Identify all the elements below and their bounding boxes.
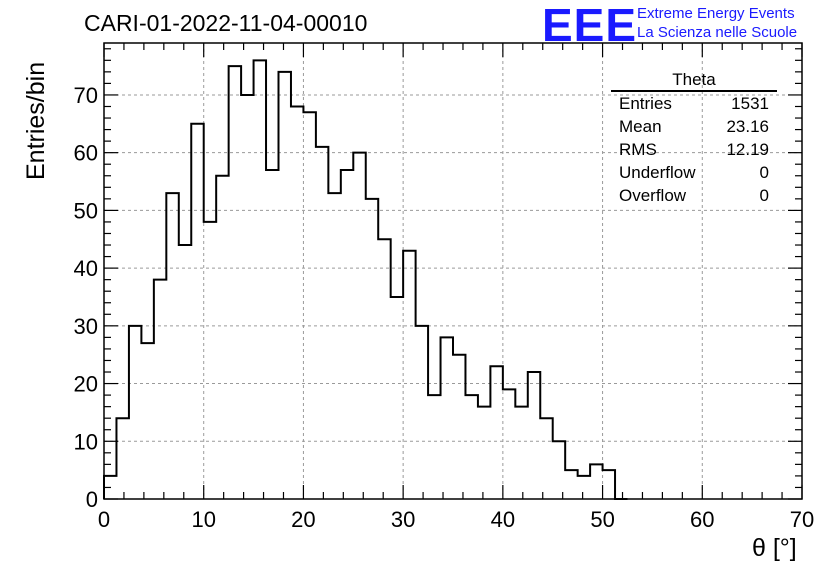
x-tick-label: 0 — [98, 507, 110, 532]
x-tick-label: 40 — [491, 507, 515, 532]
stats-value: 0 — [759, 186, 769, 205]
stats-label: RMS — [619, 140, 657, 159]
eee-logo: EEE — [542, 0, 638, 51]
stats-box: Theta Entries 1531 Mean 23.16 RMS 12.19 … — [611, 70, 777, 207]
x-tick-label: 50 — [590, 507, 614, 532]
x-tick-label: 10 — [191, 507, 215, 532]
logo-text: Extreme Energy Events La Scienza nelle S… — [637, 4, 797, 42]
y-tick-label: 60 — [74, 141, 98, 166]
y-tick-label: 0 — [86, 487, 98, 512]
x-tick-label: 20 — [291, 507, 315, 532]
stats-row: Mean 23.16 — [611, 115, 777, 138]
axes: 0 10 20 30 40 50 60 70 0 10 20 30 40 50 60 70 — [74, 42, 814, 532]
x-tick-label: 70 — [790, 507, 814, 532]
y-tick-label: 20 — [74, 372, 98, 397]
stats-title: Theta — [611, 70, 777, 92]
stats-value: 1531 — [731, 94, 769, 113]
x-axis-label: θ [°] — [752, 534, 797, 562]
stats-label: Underflow — [619, 163, 696, 182]
logo-line-2: La Scienza nelle Scuole — [637, 24, 798, 41]
stats-label: Overflow — [619, 186, 687, 205]
plot-frame — [103, 42, 803, 500]
y-tick-label: 40 — [74, 256, 98, 281]
stats-value: 12.19 — [726, 140, 769, 159]
histogram-steps — [103, 59, 628, 500]
stats-label: Mean — [619, 117, 662, 136]
stats-row: Underflow 0 — [611, 161, 777, 184]
y-tick-label: 30 — [74, 314, 98, 339]
grid — [104, 43, 802, 499]
stats-value: 23.16 — [726, 117, 769, 136]
stats-label: Entries — [619, 94, 672, 113]
y-tick-label: 70 — [74, 83, 98, 108]
stats-row: Overflow 0 — [611, 184, 777, 207]
x-tick-label: 60 — [690, 507, 714, 532]
stats-value: 0 — [759, 163, 769, 182]
x-tick-label: 30 — [391, 507, 415, 532]
stats-row: Entries 1531 — [611, 92, 777, 115]
y-tick-label: 50 — [74, 198, 98, 223]
y-axis-label: Entries/bin — [22, 61, 50, 180]
stats-row: RMS 12.19 — [611, 138, 777, 161]
histogram-line — [103, 59, 628, 500]
logo-line-1: Extreme Energy Events — [637, 5, 795, 22]
chart-title: CARI-01-2022-11-04-00010 — [84, 10, 368, 36]
y-tick-label: 10 — [74, 429, 98, 454]
